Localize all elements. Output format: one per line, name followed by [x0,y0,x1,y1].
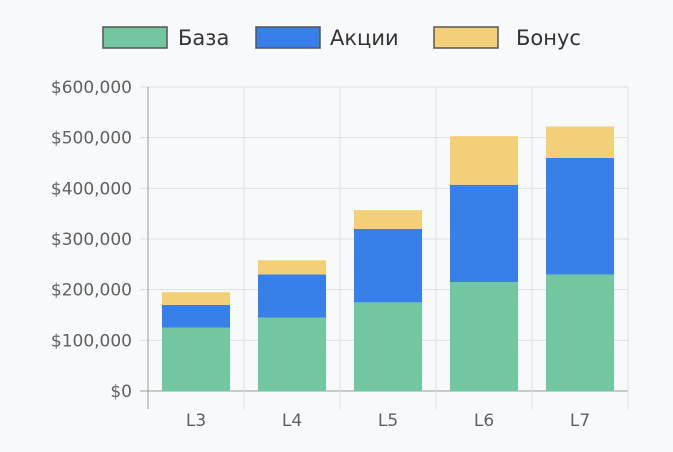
y-tick-label: $100,000 [51,331,132,351]
y-tick-label: $200,000 [51,281,132,301]
bar-l6-series-0[interactable] [450,282,518,391]
y-tick-label: $300,000 [51,230,132,250]
bar-l3-series-0[interactable] [162,327,230,391]
x-tick-label: L6 [474,411,494,431]
legend: База Акции Бонус [102,26,581,50]
legend-label-series-1[interactable]: Акции [330,26,399,50]
y-tick-label: $600,000 [51,78,132,98]
x-tick-label: L4 [282,411,302,431]
bar-l7-series-0[interactable] [546,274,614,391]
legend-label-series-0[interactable]: База [178,26,229,50]
bar-l7-series-1[interactable] [546,157,614,275]
bars [162,126,614,391]
y-tick-label: $0 [110,382,132,402]
legend-swatch-series-0[interactable] [102,26,168,49]
x-tick-label: L3 [186,411,206,431]
legend-label-series-2[interactable]: Бонус [516,26,581,50]
y-tick-label: $400,000 [51,179,132,199]
bar-l6-series-2[interactable] [450,136,518,185]
bar-l4-series-1[interactable] [258,274,326,318]
bar-l7-series-2[interactable] [546,126,614,158]
bar-l5-series-2[interactable] [354,210,422,229]
legend-swatch-series-1[interactable] [255,26,321,49]
bar-l5-series-0[interactable] [354,302,422,391]
bar-l4-series-2[interactable] [258,260,326,275]
legend-swatch-series-2[interactable] [433,26,499,49]
x-tick-label: L7 [570,411,590,431]
bar-l6-series-1[interactable] [450,184,518,283]
y-tick-label: $500,000 [51,129,132,149]
tick-labels: $0 $100,000 $200,000 $300,000 $400,000 $500,0… [51,78,590,431]
bar-l3-series-2[interactable] [162,292,230,305]
x-tick-label: L5 [378,411,398,431]
bar-l4-series-0[interactable] [258,317,326,391]
bar-l5-series-1[interactable] [354,228,422,303]
bar-l3-series-1[interactable] [162,304,230,328]
